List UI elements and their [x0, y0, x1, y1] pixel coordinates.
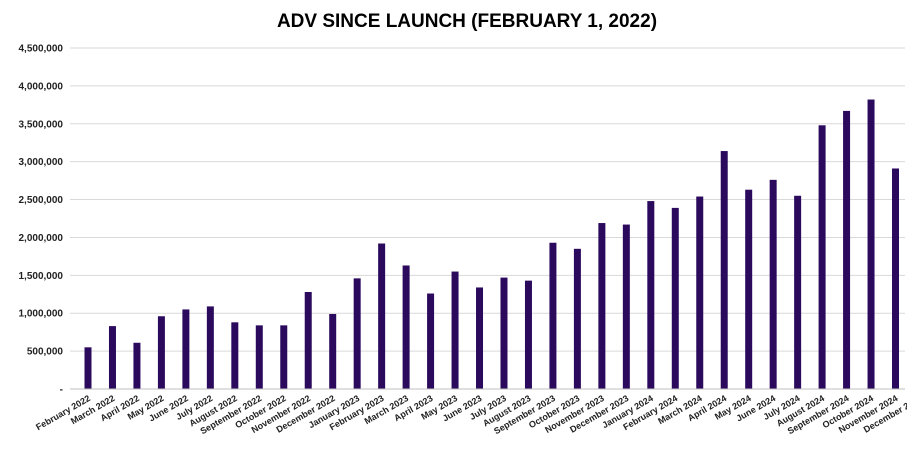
bar	[329, 313, 337, 389]
bar	[524, 280, 532, 389]
bar	[280, 325, 288, 389]
bar	[794, 195, 802, 389]
bar	[549, 242, 557, 389]
y-tick-label: 3,500,000	[19, 119, 64, 130]
bar	[769, 179, 777, 389]
bar	[206, 306, 214, 389]
y-tick-label: 3,000,000	[19, 157, 64, 168]
bar	[818, 125, 826, 389]
bar	[182, 309, 190, 389]
y-tick-label: 4,500,000	[19, 44, 64, 55]
bar	[573, 248, 581, 389]
y-tick-label: 1,500,000	[19, 271, 64, 282]
bar	[892, 168, 900, 389]
bar	[476, 287, 484, 389]
chart-title: ADV SINCE LAUNCH (FEBRUARY 1, 2022)	[277, 11, 657, 32]
bar	[427, 293, 435, 389]
y-tick-label: 2,000,000	[19, 233, 64, 244]
bar	[231, 322, 239, 389]
bar	[720, 151, 728, 389]
y-tick-label: 500,000	[27, 347, 64, 358]
bar	[402, 265, 410, 389]
bars	[84, 99, 900, 389]
bar	[867, 99, 875, 389]
bar	[255, 325, 263, 389]
y-tick-label: 1,000,000	[19, 309, 64, 320]
bar	[304, 292, 312, 389]
bar	[353, 278, 361, 389]
bar	[84, 347, 92, 389]
bar	[378, 243, 386, 389]
bar	[622, 224, 630, 389]
bar	[745, 189, 753, 389]
bar	[598, 223, 606, 389]
gridlines	[70, 47, 905, 352]
bar	[671, 207, 679, 389]
y-axis-ticks: - 500,000 1,000,000 1,500,000 2,000,000 2,500…	[19, 44, 64, 396]
bar	[451, 271, 459, 389]
bar	[157, 316, 165, 389]
bar	[647, 201, 655, 389]
y-tick-label: 4,000,000	[19, 81, 64, 92]
bar	[108, 326, 116, 389]
bar	[843, 110, 851, 389]
y-tick-label: 2,500,000	[19, 195, 64, 206]
y-tick-label: -	[60, 385, 63, 396]
bar	[696, 196, 704, 389]
bar	[500, 277, 508, 389]
bar	[133, 342, 141, 389]
